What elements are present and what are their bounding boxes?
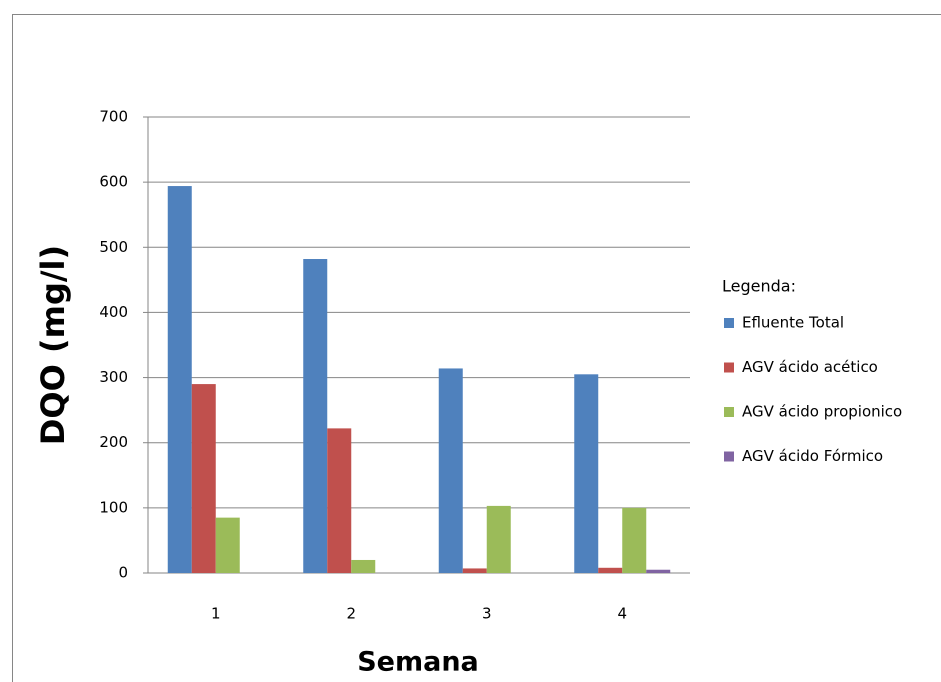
bar	[598, 567, 623, 573]
bar	[327, 428, 352, 573]
x-tick-label: 1	[211, 605, 221, 623]
legend-title: Legenda:	[722, 277, 796, 296]
x-tick-label: 4	[617, 605, 627, 623]
legend-swatch	[724, 407, 734, 417]
bar	[438, 368, 463, 573]
bar	[303, 259, 328, 573]
y-tick-label: 300	[99, 368, 128, 386]
bar	[462, 568, 487, 573]
legend-label: AGV ácido propionico	[742, 403, 902, 421]
legend-label: Efluente Total	[742, 314, 844, 332]
legend-label: AGV ácido Fórmico	[742, 447, 883, 465]
legend-label: AGV ácido acético	[742, 358, 878, 376]
bar	[351, 559, 376, 573]
legend-swatch	[724, 318, 734, 328]
chart-border	[12, 14, 941, 682]
y-tick-label: 200	[99, 433, 128, 451]
y-tick-label: 500	[99, 238, 128, 256]
bar	[486, 505, 511, 573]
bar	[167, 186, 192, 573]
x-axis-title: Semana	[357, 647, 479, 678]
y-tick-label: 700	[99, 108, 128, 126]
bar	[191, 384, 216, 573]
y-tick-label: 100	[99, 498, 128, 516]
y-tick-label: 400	[99, 303, 128, 321]
legend-swatch	[724, 362, 734, 373]
bar	[622, 507, 647, 573]
bar	[646, 569, 671, 573]
y-tick-label: 600	[99, 173, 128, 191]
y-tick-label: 0	[118, 564, 128, 582]
y-axis-title: DQO (mg/l)	[34, 245, 72, 445]
bar	[215, 517, 240, 573]
x-tick-label: 2	[346, 605, 356, 623]
x-tick-label: 3	[482, 605, 492, 623]
legend-swatch	[724, 451, 734, 462]
bar	[574, 374, 599, 573]
